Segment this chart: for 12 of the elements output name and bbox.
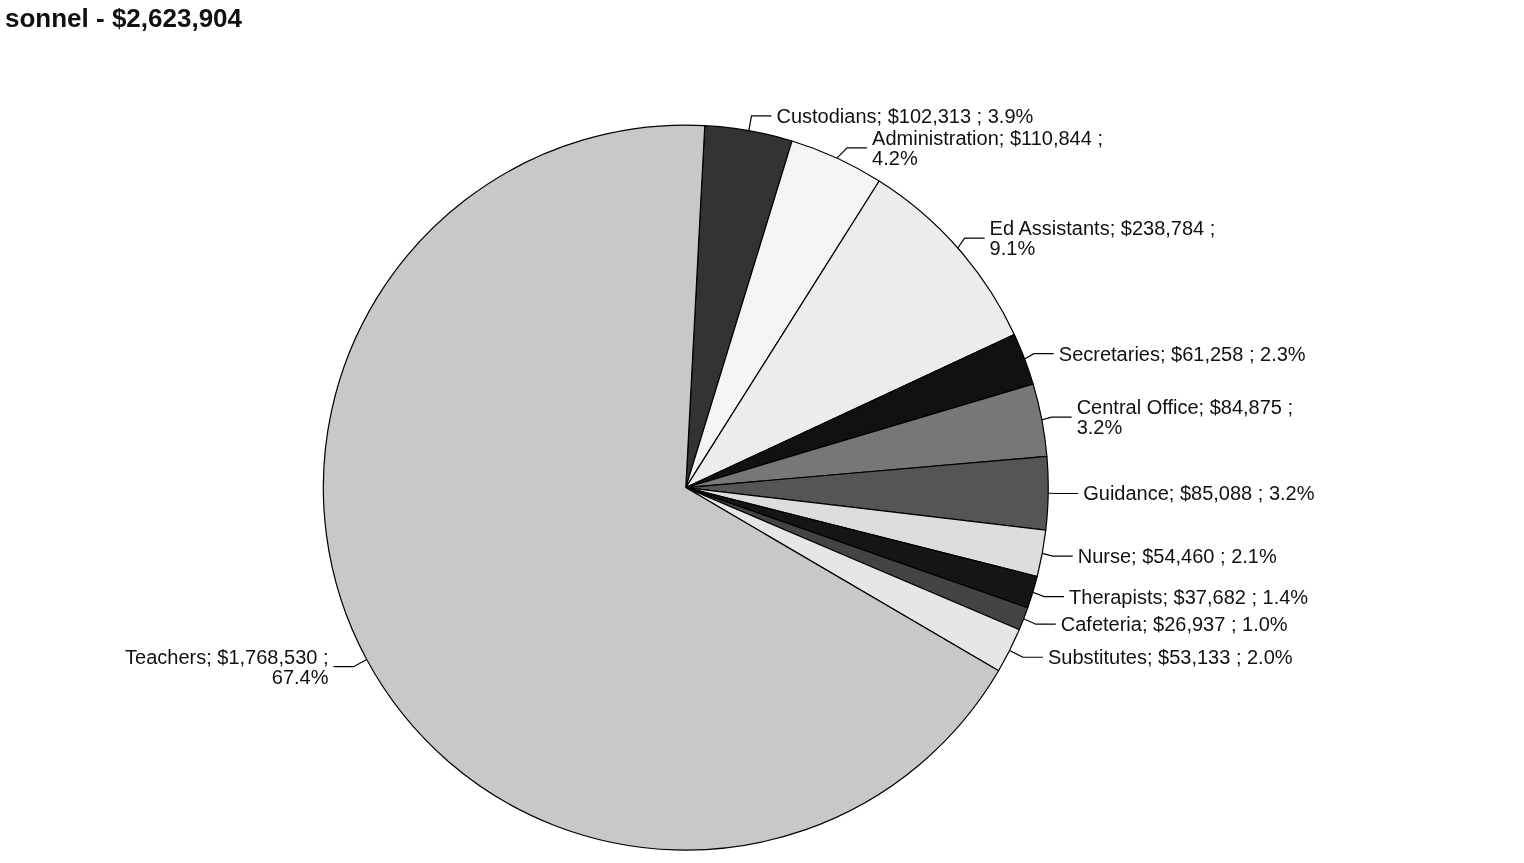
slice-label: Central Office; $84,875 ; 3.2% xyxy=(1076,396,1294,439)
slice-label: Nurse; $54,460 ; 2.1% xyxy=(1077,545,1277,568)
chart-title: sonnel - $2,623,904 xyxy=(5,3,243,33)
slice-label: Substitutes; $53,133 ; 2.0% xyxy=(1047,646,1293,669)
slice-label: Guidance; $85,088 ; 3.2% xyxy=(1083,482,1315,505)
slice-label: Administration; $110,844 ; 4.2% xyxy=(872,126,1103,169)
slice-label: Secretaries; $61,258 ; 2.3% xyxy=(1058,342,1306,365)
slice-label: Cafeteria; $26,937 ; 1.0% xyxy=(1060,613,1288,636)
slice-label: Ed Assistants; $238,784 ; 9.1% xyxy=(989,217,1216,260)
slice-label: Custodians; $102,313 ; 3.9% xyxy=(776,104,1034,127)
slice-label: Teachers; $1,768,530 ; 67.4% xyxy=(125,645,329,688)
slice-label: Therapists; $37,682 ; 1.4% xyxy=(1069,585,1309,608)
